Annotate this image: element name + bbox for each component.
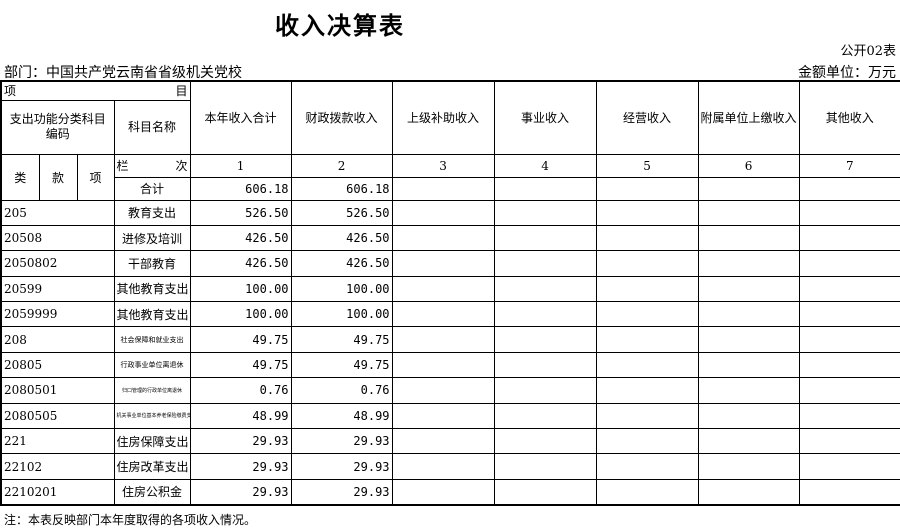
row-total: 48.99 [189,402,292,430]
kuan-header: 款 [38,153,78,201]
row-total: 426.50 [189,250,292,277]
col-header: 本年收入合计 [189,80,292,155]
row-name: 行政事业单位离退休 [113,351,191,379]
col-header: 附属单位上缴收入 [697,80,800,155]
item-header: 项目 [0,80,191,101]
row-total: 29.93 [189,428,292,455]
row-fiscal: 48.99 [290,402,393,430]
col-num: 3 [391,153,495,178]
amount-unit: 金额单位：万元 [798,65,896,81]
row-code: 2210201 [0,478,115,506]
income-table: 项目 本年收入合计 财政拨款收入 上级补助收入 事业收入 经营收入 附属单位上缴… [0,80,900,506]
xiang-header: 项 [76,153,115,201]
lanci-header: 栏次 [113,153,191,178]
col-num: 5 [595,153,699,178]
row-fiscal: 29.93 [290,453,393,480]
table-row: 20599 其他教育支出 100.00 100.00 [0,275,900,303]
row-total: 29.93 [189,453,292,480]
row-code: 208 [0,326,115,353]
row-code: 2059999 [0,301,115,328]
table-row: 20805 行政事业单位离退休 49.75 49.75 [0,351,900,379]
row-fiscal: 100.00 [290,301,393,328]
total-label: 合计 [113,176,191,201]
col-header: 财政拨款收入 [290,80,393,155]
table-row: 208 社会保障和就业支出 49.75 49.75 [0,326,900,353]
row-fiscal: 426.50 [290,224,393,252]
row-fiscal: 0.76 [290,377,393,404]
row-fiscal: 49.75 [290,351,393,379]
row-total: 100.00 [189,275,292,303]
name-header: 科目名称 [113,99,191,155]
col-num: 1 [189,153,292,178]
col-num: 2 [290,153,393,178]
col-header: 事业收入 [493,80,597,155]
col-header: 上级补助收入 [391,80,495,155]
col-num: 7 [798,153,900,178]
row-name: 机关事业单位基本养老保险缴费支出 [113,402,191,430]
lei-header: 类 [0,153,40,201]
table-row: 22102 住房改革支出 29.93 29.93 [0,453,900,480]
row-total: 29.93 [189,478,292,506]
row-code: 221 [0,428,115,455]
col-num: 4 [493,153,597,178]
code-header: 支出功能分类科目编码 [0,99,115,155]
row-code: 20508 [0,224,115,252]
row-total: 49.75 [189,351,292,379]
row-name: 归口管理的行政单位离退休 [113,377,191,404]
row-code: 2080501 [0,377,115,404]
col-header: 其他收入 [798,80,900,155]
table-row: 2080505 机关事业单位基本养老保险缴费支出 48.99 48.99 [0,402,900,430]
row-fiscal: 29.93 [290,428,393,455]
table-row: 20508 进修及培训 426.50 426.50 [0,224,900,252]
row-fiscal: 100.00 [290,275,393,303]
row-code: 2050802 [0,250,115,277]
row-name: 其他教育支出 [113,275,191,303]
row-code: 2080505 [0,402,115,430]
total-fiscal: 606.18 [290,176,393,201]
row-fiscal: 49.75 [290,326,393,353]
row-code: 20599 [0,275,115,303]
row-fiscal: 426.50 [290,250,393,277]
row-total: 526.50 [189,199,292,226]
row-name: 干部教育 [113,250,191,277]
row-code: 205 [0,199,115,226]
row-total: 0.76 [189,377,292,404]
table-row: 221 住房保障支出 29.93 29.93 [0,428,900,455]
form-number: 公开02表 [840,44,896,59]
table-row: 2210201 住房公积金 29.93 29.93 [0,478,900,506]
department: 部门：中国共产党云南省省级机关党校 [4,65,242,81]
footnote: 注：本表反映部门本年度取得的各项收入情况。 [4,513,257,527]
col-header: 经营收入 [595,80,699,155]
row-name: 住房改革支出 [113,453,191,480]
total-amount: 606.18 [189,176,292,201]
row-total: 49.75 [189,326,292,353]
page-title: 收入决算表 [275,11,405,40]
table-row: 205 教育支出 526.50 526.50 [0,199,900,226]
row-name: 其他教育支出 [113,301,191,328]
row-name: 进修及培训 [113,224,191,252]
row-name: 住房保障支出 [113,428,191,455]
row-total: 426.50 [189,224,292,252]
row-fiscal: 526.50 [290,199,393,226]
table-row: 2059999 其他教育支出 100.00 100.00 [0,301,900,328]
total-row: 合计 606.18 606.18 [1,176,900,201]
row-fiscal: 29.93 [290,478,393,506]
row-code: 22102 [0,453,115,480]
col-num: 6 [697,153,800,178]
row-code: 20805 [0,351,115,379]
table-row: 2050802 干部教育 426.50 426.50 [0,250,900,277]
row-name: 社会保障和就业支出 [113,326,191,353]
row-name: 教育支出 [113,199,191,226]
row-total: 100.00 [189,301,292,328]
row-name: 住房公积金 [113,478,191,506]
table-row: 2080501 归口管理的行政单位离退休 0.76 0.76 [0,377,900,404]
